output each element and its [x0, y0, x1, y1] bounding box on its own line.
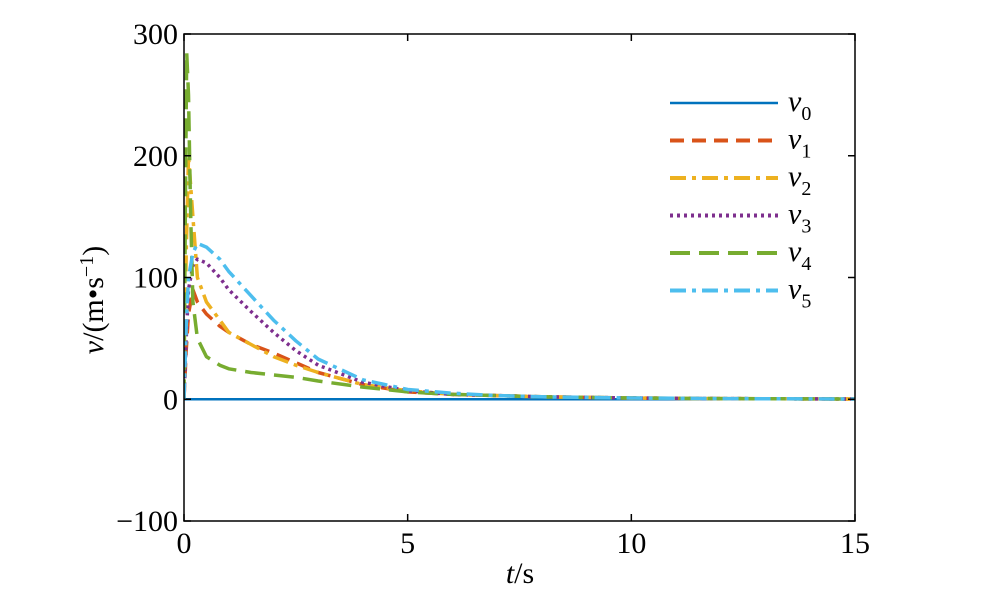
series-line-v2: [184, 154, 855, 401]
series-layer: [184, 50, 855, 401]
legend-label-v0: v0: [788, 85, 811, 125]
legend-label-v5: v5: [788, 273, 811, 313]
y-axis-label-unit: /(m•s: [77, 277, 110, 341]
y-tick-label: 0: [163, 383, 178, 416]
legend-label-v2: v2: [788, 160, 811, 200]
legend-label-v4: v4: [788, 235, 811, 275]
y-axis-label-var: v: [77, 340, 110, 354]
series-line-v4: [184, 50, 855, 401]
y-tick-label: −100: [116, 505, 178, 538]
y-tick-label: 100: [133, 262, 178, 295]
x-tick-label: 15: [840, 527, 870, 560]
series-line-v1: [184, 287, 855, 401]
legend-label-v1: v1: [788, 123, 811, 163]
x-axis-label: t/s: [506, 557, 534, 590]
y-axis-label: v/(m•s−1): [76, 246, 110, 354]
legend-label-v3: v3: [788, 198, 811, 238]
x-axis-label-var: t: [506, 557, 515, 590]
y-axis-label-exp: −1: [76, 256, 98, 277]
series-line-v5: [184, 241, 855, 401]
x-tick-label: 10: [616, 527, 646, 560]
x-tick-label: 5: [400, 527, 415, 560]
x-tick-label: 0: [177, 527, 192, 560]
plot-frame: [183, 33, 856, 522]
y-axis-label-close: ): [77, 246, 110, 256]
x-axis-label-unit: /s: [514, 557, 534, 590]
y-tick-label: 300: [133, 18, 178, 51]
y-tick-label: 200: [133, 140, 178, 173]
